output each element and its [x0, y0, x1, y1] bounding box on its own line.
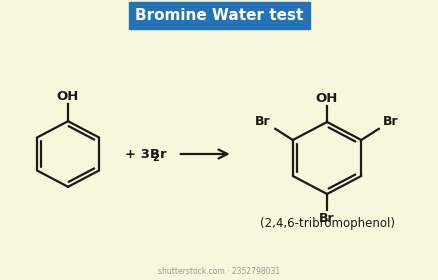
Text: Br: Br [254, 115, 270, 128]
Text: Br: Br [382, 115, 398, 128]
Text: OH: OH [57, 90, 79, 103]
Text: + 3Br: + 3Br [125, 148, 166, 160]
Text: (2,4,6-tribromophenol): (2,4,6-tribromophenol) [259, 217, 394, 230]
Text: OH: OH [315, 92, 337, 104]
Text: 2: 2 [152, 153, 159, 164]
Text: Bromine Water test: Bromine Water test [135, 8, 303, 23]
Text: Br: Br [318, 212, 334, 225]
Text: shutterstock.com · 2352798031: shutterstock.com · 2352798031 [158, 267, 280, 276]
